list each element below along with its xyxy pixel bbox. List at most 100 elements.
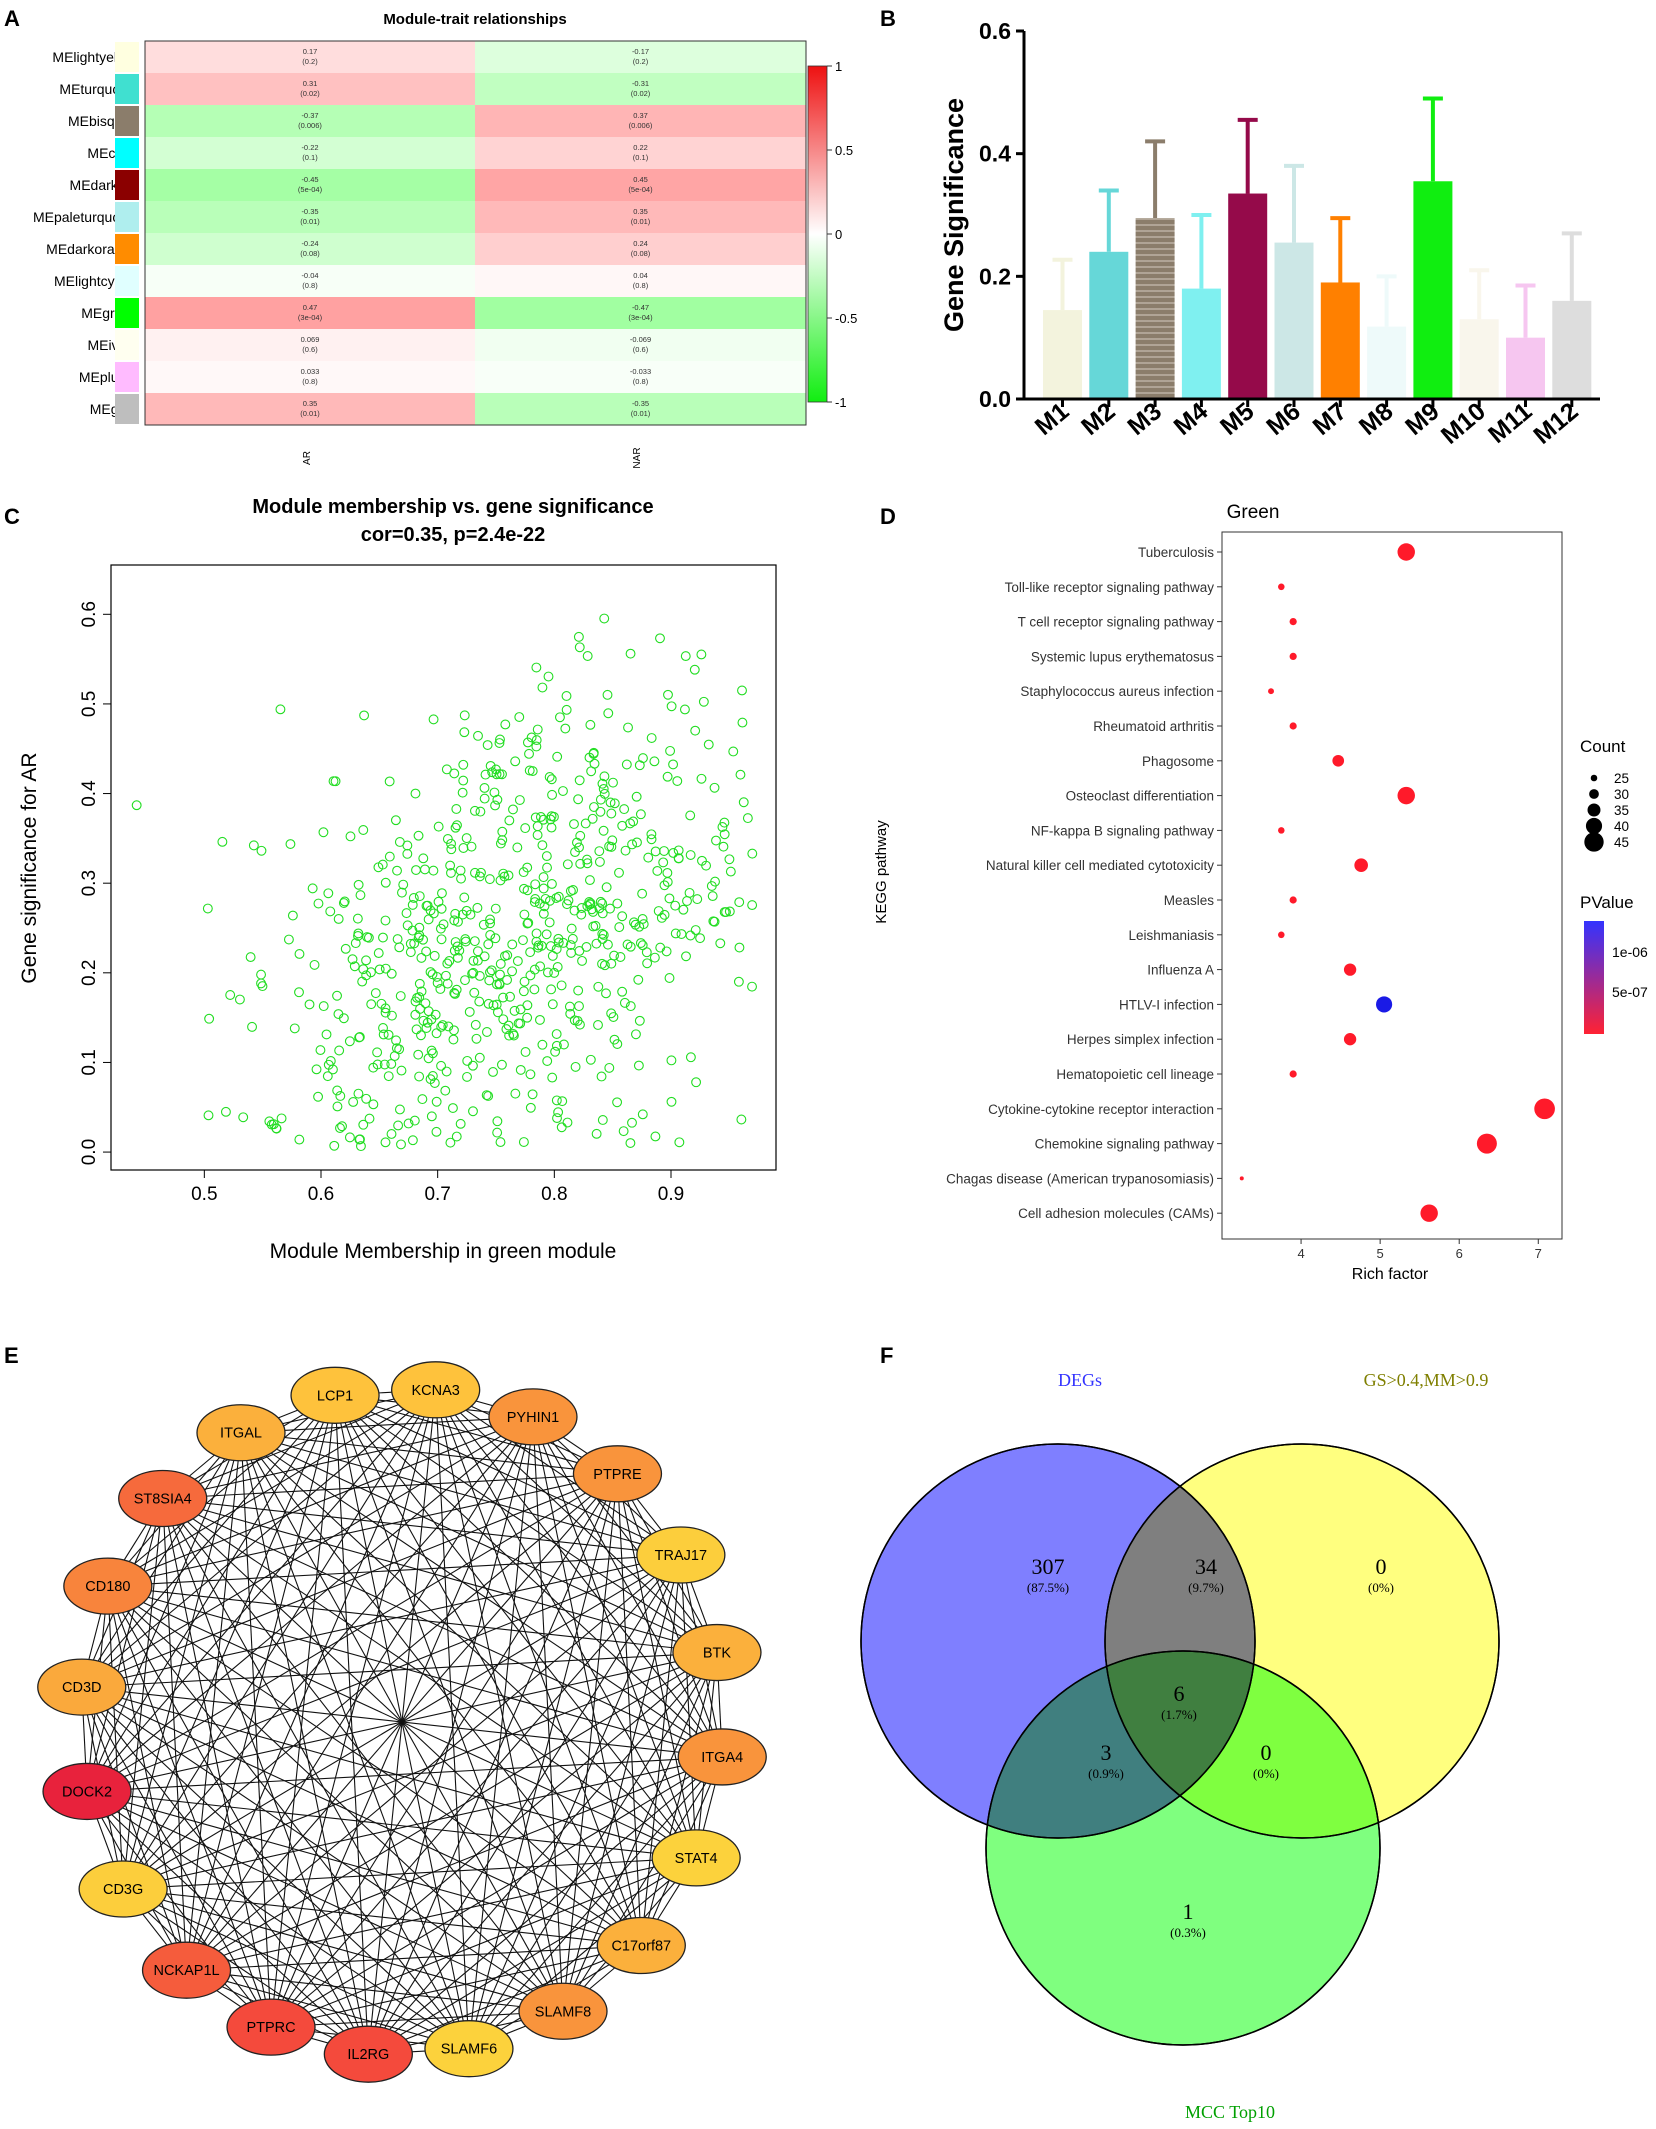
kegg-dot [1289,618,1297,626]
heatmap-cell-pvalue: (0.01) [631,217,651,226]
scatter-point [597,958,608,969]
venn-outline-gs-mm [1104,1443,1500,1839]
scatter-point [436,934,447,945]
scatter-point [462,1055,473,1066]
scatter-point [469,805,480,816]
kegg-pathway-label: Tuberculosis [1138,545,1214,560]
scatter-point [631,1029,641,1040]
venn-outline-mcc [985,1650,1381,2046]
heatmap-cell-pvalue: (0.01) [300,217,320,226]
scatter-point [554,712,565,723]
scatter-point [619,997,630,1008]
scatter-point [715,938,726,949]
kegg-pathway-label: Rheumatoid arthritis [1093,719,1214,734]
heatmap-cell-value: -0.24 [301,239,318,248]
kegg-size-legend-dot [1587,803,1601,817]
scatter-point [575,830,586,841]
heatmap-cell-pvalue: (0.006) [629,121,653,130]
network-edge [123,1857,697,1890]
scatter-point [445,860,456,871]
scatter-point [450,822,461,833]
network-edge [186,1554,682,1971]
scatter-point [460,975,470,986]
scatter-point [386,1010,397,1021]
scatter-point [275,704,286,715]
scatter-point [625,1001,636,1012]
scatter-point [353,930,363,941]
scatter-point [549,967,560,978]
scatter-point [431,1096,442,1107]
heatmap-cell-pvalue: (0.1) [302,153,318,162]
scatter-point [703,739,714,750]
scatter-point [505,991,515,1002]
kegg-size-legend-label: 45 [1614,835,1629,850]
scatter-point [526,732,537,743]
scatter-point [539,901,550,912]
venn-pct-mcc-only: (0.3%) [1170,1925,1206,1940]
scatter-point [426,1111,437,1122]
scatter-ticks: 0.5 0.6 0.7 0.8 0.9 0.0 0.1 0.2 0.3 0.4 0.5 0.6 [79,601,684,1205]
scatter-point [338,898,349,908]
scatter-point [355,1141,366,1152]
scatter-point [719,829,730,840]
network-node-cd3d [37,1658,127,1716]
scatter-point [622,939,633,950]
heatmap-cell-value: -0.17 [632,47,649,56]
scatter-point [519,909,530,920]
scatter-point [663,689,673,700]
network-edge [86,1554,682,1792]
scatter-point [529,984,540,995]
scatter-point [469,987,480,998]
scatter-y-tick-label: 0.3 [79,870,100,896]
scatter-point [514,795,525,805]
network-node-itga4 [677,1728,767,1786]
scatter-point [612,1097,623,1108]
scatter-x-tick-label: 0.7 [424,1184,450,1205]
scatter-point [617,820,628,831]
scatter-point [646,733,657,743]
venn-set-label-gs-mm: GS>0.4,MM>0.9 [1364,1370,1489,1390]
scatter-point [633,974,644,985]
scatter-point [379,1059,390,1070]
scatter-point [344,1036,355,1047]
scatter-point [423,914,434,925]
scatter-point [444,956,455,966]
kegg-size-legend-label: 30 [1614,787,1629,802]
panel-d-kegg-dotplot: Green Tuberculosis Toll-like receptor sig… [873,502,1648,1283]
network-edge [468,1652,718,2049]
kegg-pathway-label: Osteoclast differentiation [1066,789,1214,804]
scatter-point [510,756,521,767]
network-edge [81,1686,188,1971]
bar-m1 [1043,310,1082,399]
scatter-point [625,648,636,659]
scatter-point [734,897,745,908]
scatter-y-tick-label: 0.6 [79,601,100,627]
kegg-dot [1289,896,1297,904]
scatter-point [432,971,442,982]
heatmap-cell-pvalue: (0.8) [633,281,649,290]
heatmap-cell-value: -0.069 [630,335,651,344]
colorbar-tick-label: 0.5 [835,143,853,158]
venn-pct-gs-only: (0%) [1368,1580,1394,1595]
scatter-point [386,1129,397,1139]
kegg-size-legend-label: 40 [1614,819,1629,834]
panel-c-scatter: Module membership vs. gene significance … [18,496,777,1263]
scatter-point [335,1091,346,1101]
heatmap-module-swatch [115,138,139,168]
scatter-point [696,649,707,660]
scatter-point [574,775,585,786]
panel-a-heatmap: Module-trait relationships MElightyellow… [33,11,857,469]
network-node-slamf8 [518,1982,608,2040]
scatter-point [623,722,633,733]
network-node-cd3g [78,1860,168,1918]
network-edge [367,1416,534,2055]
scatter-point [480,769,491,780]
scatter-point [538,908,549,919]
kegg-size-legend-dot [1584,832,1604,852]
scatter-point [203,1110,214,1121]
scatter-point [544,917,555,928]
network-edge [81,1432,242,1688]
scatter-point [492,1116,503,1127]
heatmap-cell-value: -0.35 [632,399,649,408]
scatter-point [584,875,595,886]
